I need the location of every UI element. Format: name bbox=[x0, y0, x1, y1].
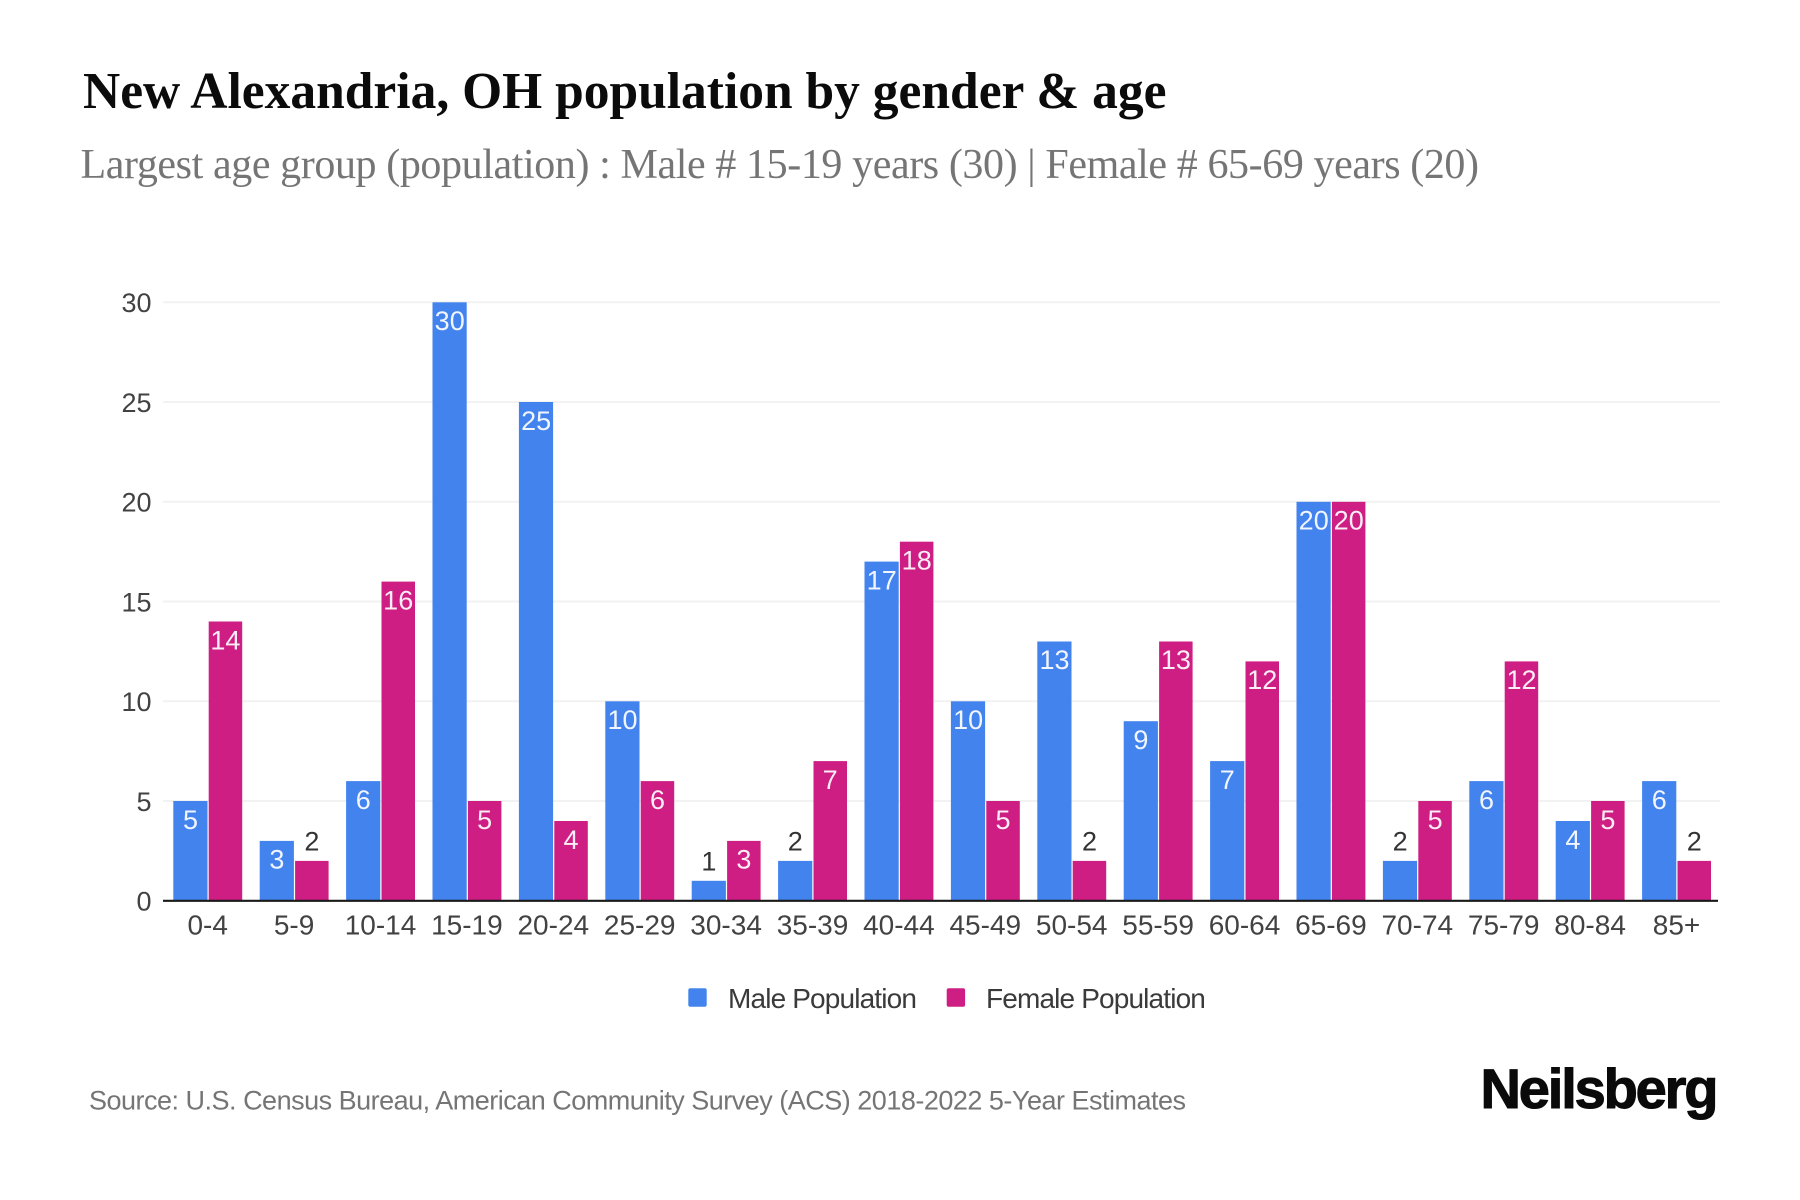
svg-text:1: 1 bbox=[701, 846, 716, 876]
svg-text:0: 0 bbox=[136, 887, 151, 917]
svg-text:9: 9 bbox=[1133, 725, 1148, 755]
svg-text:2: 2 bbox=[1687, 826, 1702, 856]
svg-text:25: 25 bbox=[521, 406, 551, 436]
svg-text:6: 6 bbox=[1652, 785, 1667, 815]
svg-text:20: 20 bbox=[1334, 506, 1364, 536]
svg-text:40-44: 40-44 bbox=[863, 910, 935, 941]
svg-text:20: 20 bbox=[121, 488, 151, 518]
svg-text:13: 13 bbox=[1039, 645, 1069, 675]
svg-text:80-84: 80-84 bbox=[1554, 910, 1626, 941]
svg-text:4: 4 bbox=[563, 825, 578, 855]
svg-text:0-4: 0-4 bbox=[187, 910, 227, 941]
svg-text:16: 16 bbox=[383, 585, 413, 615]
svg-text:5: 5 bbox=[136, 787, 151, 817]
svg-text:5: 5 bbox=[477, 805, 492, 835]
svg-text:2: 2 bbox=[304, 826, 319, 856]
svg-text:10: 10 bbox=[607, 705, 637, 735]
svg-text:70-74: 70-74 bbox=[1381, 910, 1453, 941]
svg-text:18: 18 bbox=[902, 546, 932, 576]
svg-text:7: 7 bbox=[1220, 765, 1235, 795]
svg-text:55-59: 55-59 bbox=[1122, 910, 1194, 941]
svg-text:17: 17 bbox=[867, 565, 897, 595]
svg-text:60-64: 60-64 bbox=[1209, 910, 1281, 941]
svg-text:20: 20 bbox=[1299, 506, 1329, 536]
svg-text:5-9: 5-9 bbox=[274, 910, 314, 941]
svg-text:5: 5 bbox=[183, 805, 198, 835]
svg-text:45-49: 45-49 bbox=[949, 910, 1021, 941]
svg-text:5: 5 bbox=[1600, 805, 1615, 835]
svg-text:10: 10 bbox=[121, 687, 151, 717]
svg-text:2: 2 bbox=[1393, 826, 1408, 856]
svg-text:5: 5 bbox=[1428, 805, 1443, 835]
svg-text:3: 3 bbox=[269, 845, 284, 875]
svg-text:15: 15 bbox=[121, 587, 151, 617]
svg-text:35-39: 35-39 bbox=[777, 910, 849, 941]
svg-text:2: 2 bbox=[1082, 826, 1097, 856]
svg-text:85+: 85+ bbox=[1653, 910, 1701, 941]
svg-text:Largest age group (population): Largest age group (population) : Male # … bbox=[81, 142, 1479, 188]
svg-text:2: 2 bbox=[788, 826, 803, 856]
svg-text:Female Population: Female Population bbox=[986, 983, 1205, 1014]
svg-text:30: 30 bbox=[121, 288, 151, 318]
svg-text:75-79: 75-79 bbox=[1468, 910, 1540, 941]
svg-text:6: 6 bbox=[1479, 785, 1494, 815]
svg-text:65-69: 65-69 bbox=[1295, 910, 1367, 941]
svg-text:20-24: 20-24 bbox=[517, 910, 589, 941]
svg-text:6: 6 bbox=[650, 785, 665, 815]
svg-text:12: 12 bbox=[1247, 665, 1277, 695]
svg-text:12: 12 bbox=[1506, 665, 1536, 695]
svg-text:5: 5 bbox=[995, 805, 1010, 835]
svg-text:50-54: 50-54 bbox=[1036, 910, 1108, 941]
svg-text:30-34: 30-34 bbox=[690, 910, 762, 941]
svg-text:Neilsberg: Neilsberg bbox=[1481, 1057, 1717, 1120]
svg-text:25: 25 bbox=[121, 388, 151, 418]
svg-text:30: 30 bbox=[435, 306, 465, 336]
svg-text:10-14: 10-14 bbox=[345, 910, 417, 941]
svg-text:4: 4 bbox=[1565, 825, 1580, 855]
svg-text:15-19: 15-19 bbox=[431, 910, 503, 941]
svg-text:6: 6 bbox=[356, 785, 371, 815]
svg-text:10: 10 bbox=[953, 705, 983, 735]
svg-text:7: 7 bbox=[823, 765, 838, 795]
svg-text:14: 14 bbox=[210, 625, 240, 655]
svg-text:3: 3 bbox=[736, 845, 751, 875]
svg-text:Source: U.S. Census Bureau, Am: Source: U.S. Census Bureau, American Com… bbox=[89, 1085, 1186, 1115]
svg-text:25-29: 25-29 bbox=[604, 910, 676, 941]
svg-text:New Alexandria, OH population: New Alexandria, OH population by gender … bbox=[83, 63, 1167, 120]
svg-text:Male Population: Male Population bbox=[728, 983, 916, 1014]
svg-text:13: 13 bbox=[1161, 645, 1191, 675]
